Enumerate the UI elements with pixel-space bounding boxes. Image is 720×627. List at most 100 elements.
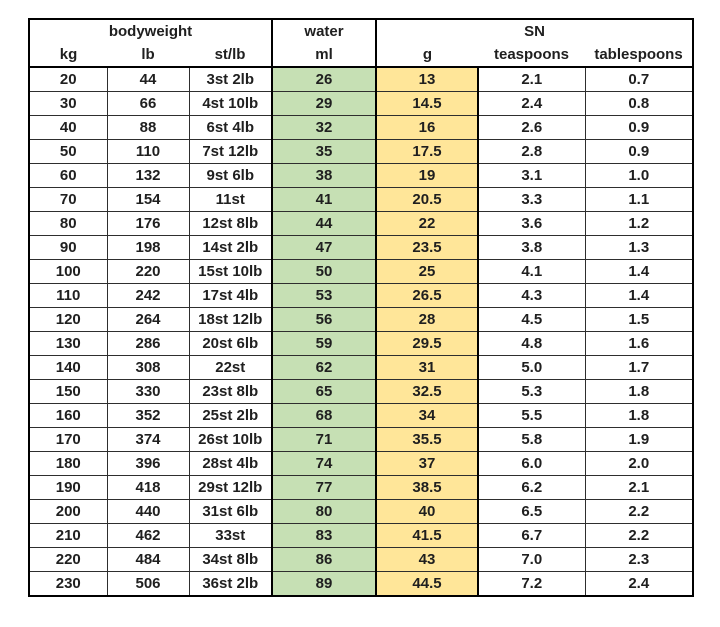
- cell-g: 37: [375, 451, 480, 476]
- cell-lb: 176: [106, 211, 190, 236]
- cell-teaspoons: 6.0: [477, 451, 586, 476]
- cell-ml: 89: [271, 571, 378, 597]
- cell-g: 38.5: [375, 475, 480, 500]
- cell-tablespoons: 0.8: [584, 91, 694, 116]
- cell-lb: 44: [106, 66, 190, 92]
- cell-g: 19: [375, 163, 480, 188]
- cell-tablespoons: 2.1: [584, 475, 694, 500]
- cell-teaspoons: 2.8: [477, 139, 586, 164]
- cell-kg: 220: [28, 547, 108, 572]
- cell-teaspoons: 2.4: [477, 91, 586, 116]
- cell-kg: 190: [28, 475, 108, 500]
- cell-g: 14.5: [375, 91, 480, 116]
- table-row: 90 198 14st 2lb 47 23.5 3.8 1.3: [28, 235, 694, 260]
- cell-st-lb: 29st 12lb: [188, 475, 274, 500]
- cell-tablespoons: 1.0: [584, 163, 694, 188]
- column-header-kg: kg: [29, 43, 107, 68]
- cell-lb: 220: [106, 259, 190, 284]
- cell-g: 31: [375, 355, 480, 380]
- cell-lb: 264: [106, 307, 190, 332]
- cell-tablespoons: 1.6: [584, 331, 694, 356]
- table-row: 100 220 15st 10lb 50 25 4.1 1.4: [28, 259, 694, 284]
- cell-st-lb: 26st 10lb: [188, 427, 274, 452]
- cell-ml: 32: [271, 115, 378, 140]
- header-units-row: kg lb st/lb ml g teaspoons tablespoons: [29, 43, 694, 68]
- cell-lb: 132: [106, 163, 190, 188]
- cell-lb: 352: [106, 403, 190, 428]
- cell-tablespoons: 0.7: [584, 66, 694, 92]
- cell-tablespoons: 1.1: [584, 187, 694, 212]
- cell-tablespoons: 2.4: [584, 571, 694, 597]
- cell-ml: 83: [271, 523, 378, 548]
- data-table: bodyweight water SN kg lb st/lb ml g tea…: [28, 18, 695, 597]
- cell-kg: 100: [28, 259, 108, 284]
- cell-st-lb: 9st 6lb: [188, 163, 274, 188]
- cell-g: 32.5: [375, 379, 480, 404]
- cell-tablespoons: 0.9: [584, 139, 694, 164]
- cell-tablespoons: 1.4: [584, 283, 694, 308]
- table-row: 20 44 3st 2lb 26 13 2.1 0.7: [28, 66, 694, 92]
- cell-st-lb: 15st 10lb: [188, 259, 274, 284]
- cell-g: 20.5: [375, 187, 480, 212]
- column-header-st-lb: st/lb: [189, 43, 274, 68]
- cell-g: 43: [375, 547, 480, 572]
- table-row: 140 308 22st 62 31 5.0 1.7: [28, 355, 694, 380]
- cell-lb: 418: [106, 475, 190, 500]
- cell-teaspoons: 5.3: [477, 379, 586, 404]
- cell-kg: 50: [28, 139, 108, 164]
- table-row: 40 88 6st 4lb 32 16 2.6 0.9: [28, 115, 694, 140]
- cell-g: 41.5: [375, 523, 480, 548]
- cell-kg: 80: [28, 211, 108, 236]
- table-header: bodyweight water SN kg lb st/lb ml g tea…: [29, 19, 694, 68]
- cell-kg: 200: [28, 499, 108, 524]
- cell-lb: 330: [106, 379, 190, 404]
- cell-g: 44.5: [375, 571, 480, 597]
- table-row: 70 154 11st 41 20.5 3.3 1.1: [28, 187, 694, 212]
- cell-ml: 35: [271, 139, 378, 164]
- cell-g: 28: [375, 307, 480, 332]
- cell-lb: 154: [106, 187, 190, 212]
- cell-teaspoons: 6.2: [477, 475, 586, 500]
- column-header-tablespoons: tablespoons: [585, 43, 694, 68]
- cell-ml: 50: [271, 259, 378, 284]
- bodyweight-water-sn-table: bodyweight water SN kg lb st/lb ml g tea…: [28, 18, 695, 597]
- cell-lb: 506: [106, 571, 190, 597]
- cell-tablespoons: 1.8: [584, 379, 694, 404]
- column-header-lb: lb: [107, 43, 189, 68]
- cell-ml: 26: [271, 66, 378, 92]
- cell-lb: 462: [106, 523, 190, 548]
- column-header-g: g: [376, 43, 479, 68]
- cell-kg: 160: [28, 403, 108, 428]
- header-group-sn: SN: [376, 19, 694, 43]
- cell-kg: 170: [28, 427, 108, 452]
- cell-ml: 56: [271, 307, 378, 332]
- cell-ml: 65: [271, 379, 378, 404]
- cell-teaspoons: 2.6: [477, 115, 586, 140]
- cell-lb: 308: [106, 355, 190, 380]
- cell-st-lb: 33st: [188, 523, 274, 548]
- cell-tablespoons: 1.4: [584, 259, 694, 284]
- cell-kg: 150: [28, 379, 108, 404]
- cell-lb: 374: [106, 427, 190, 452]
- table-row: 80 176 12st 8lb 44 22 3.6 1.2: [28, 211, 694, 236]
- cell-ml: 71: [271, 427, 378, 452]
- cell-teaspoons: 4.3: [477, 283, 586, 308]
- cell-st-lb: 31st 6lb: [188, 499, 274, 524]
- cell-lb: 110: [106, 139, 190, 164]
- cell-lb: 440: [106, 499, 190, 524]
- cell-st-lb: 34st 8lb: [188, 547, 274, 572]
- cell-ml: 77: [271, 475, 378, 500]
- cell-ml: 62: [271, 355, 378, 380]
- cell-teaspoons: 5.5: [477, 403, 586, 428]
- cell-tablespoons: 2.3: [584, 547, 694, 572]
- cell-st-lb: 22st: [188, 355, 274, 380]
- cell-tablespoons: 1.8: [584, 403, 694, 428]
- cell-st-lb: 11st: [188, 187, 274, 212]
- cell-ml: 74: [271, 451, 378, 476]
- cell-st-lb: 18st 12lb: [188, 307, 274, 332]
- table-row: 150 330 23st 8lb 65 32.5 5.3 1.8: [28, 379, 694, 404]
- cell-st-lb: 6st 4lb: [188, 115, 274, 140]
- cell-kg: 60: [28, 163, 108, 188]
- cell-teaspoons: 3.1: [477, 163, 586, 188]
- table-row: 60 132 9st 6lb 38 19 3.1 1.0: [28, 163, 694, 188]
